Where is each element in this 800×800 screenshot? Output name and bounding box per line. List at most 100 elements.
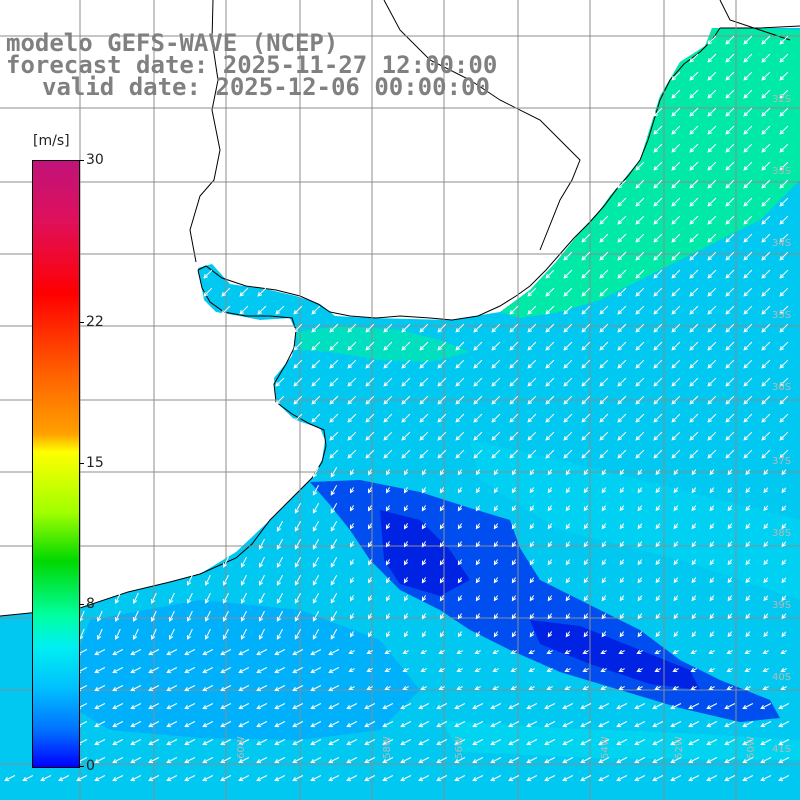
wind-arrow: [94, 703, 106, 710]
wind-arrow: [743, 71, 753, 81]
wind-arrow: [204, 592, 211, 604]
colorbar-tick-label: 15: [86, 455, 104, 471]
wind-arrow: [707, 323, 717, 333]
wind-arrow: [130, 739, 142, 746]
wind-arrow: [257, 305, 267, 315]
wind-arrow: [510, 667, 517, 672]
wind-arrow: [529, 469, 535, 476]
wind-arrow: [655, 505, 661, 512]
latitude-label: 34S: [772, 238, 792, 249]
wind-arrow: [778, 739, 790, 746]
wind-arrow: [617, 413, 627, 423]
wind-arrow: [186, 610, 193, 622]
wind-arrow: [580, 721, 592, 728]
wind-arrow: [349, 541, 355, 548]
wind-arrow: [655, 541, 661, 548]
wind-arrow: [238, 775, 250, 782]
wind-arrow: [670, 775, 682, 782]
wind-arrow: [635, 323, 645, 333]
wind-arrow: [599, 413, 609, 423]
latitude-label: 39S: [772, 600, 792, 611]
wind-arrow: [654, 685, 661, 690]
wind-arrow: [220, 775, 232, 782]
wind-arrow: [565, 469, 571, 476]
wind-arrow: [349, 595, 355, 602]
wind-arrow: [707, 305, 717, 315]
wind-arrow: [707, 377, 717, 387]
wind-arrow: [457, 487, 463, 494]
wind-arrow: [672, 649, 679, 654]
wind-arrow: [619, 595, 625, 602]
wind-arrow: [509, 377, 519, 387]
wind-arrow: [385, 631, 391, 638]
wind-arrow: [707, 341, 717, 351]
wind-arrow: [781, 577, 787, 584]
wind-arrow: [403, 595, 409, 602]
wind-arrow: [619, 487, 625, 494]
wind-arrow: [274, 667, 286, 674]
wind-arrow: [619, 613, 625, 620]
wind-arrow: [366, 649, 373, 654]
wind-arrow: [437, 395, 447, 405]
wind-arrow: [436, 757, 448, 764]
wind-arrow: [473, 323, 483, 333]
wind-arrow: [727, 487, 733, 494]
wind-arrow: [168, 592, 175, 604]
wind-arrow: [328, 739, 340, 746]
wind-arrow: [168, 610, 175, 622]
wind-arrow: [330, 556, 338, 568]
wind-arrow: [706, 721, 718, 728]
wind-arrow: [529, 631, 535, 638]
wind-arrow: [202, 649, 214, 656]
wind-arrow: [528, 649, 535, 654]
wind-arrow: [671, 197, 681, 207]
wind-arrow: [761, 197, 771, 207]
wind-arrow: [745, 595, 751, 602]
coastline-river: [197, 27, 721, 321]
wind-arrow: [130, 667, 142, 674]
wind-arrow: [779, 269, 789, 279]
wind-arrow: [348, 685, 355, 690]
wind-arrow: [779, 449, 789, 459]
wind-arrow: [311, 395, 321, 405]
wind-arrow: [509, 323, 519, 333]
wind-arrow: [545, 269, 555, 279]
wind-arrow: [311, 377, 321, 387]
wind-arrow: [689, 305, 699, 315]
wind-arrow: [618, 667, 625, 672]
wind-arrow: [763, 541, 769, 548]
wind-arrow: [472, 775, 484, 782]
mid-band: [470, 440, 800, 600]
wind-arrow: [689, 323, 699, 333]
wind-arrow: [617, 449, 627, 459]
wind-arrow: [150, 610, 157, 622]
wind-arrow: [328, 757, 340, 764]
wind-arrow: [634, 721, 646, 728]
colorbar-tick-label: 8: [86, 596, 95, 613]
wind-arrow: [743, 287, 753, 297]
wind-arrow: [256, 703, 268, 710]
wind-arrow: [562, 703, 574, 710]
wind-arrow: [691, 505, 697, 512]
wind-arrow: [743, 377, 753, 387]
wind-arrow: [726, 649, 733, 654]
wind-arrow: [475, 523, 481, 530]
wind-arrow: [403, 613, 409, 620]
latitude-label: 32S: [772, 94, 792, 105]
wind-arrow: [707, 197, 717, 207]
wind-arrow: [673, 505, 679, 512]
wind-arrow: [600, 685, 607, 690]
wind-arrow: [202, 703, 214, 710]
wind-arrow: [618, 685, 625, 690]
wind-arrow: [385, 559, 391, 566]
wind-arrow: [328, 649, 340, 656]
wind-arrow: [383, 449, 393, 459]
wind-arrow: [130, 685, 142, 692]
wind-arrow: [401, 377, 411, 387]
wind-arrow: [563, 413, 573, 423]
wind-arrow: [583, 469, 589, 476]
wind-arrow: [310, 667, 322, 674]
wind-arrow: [599, 287, 609, 297]
